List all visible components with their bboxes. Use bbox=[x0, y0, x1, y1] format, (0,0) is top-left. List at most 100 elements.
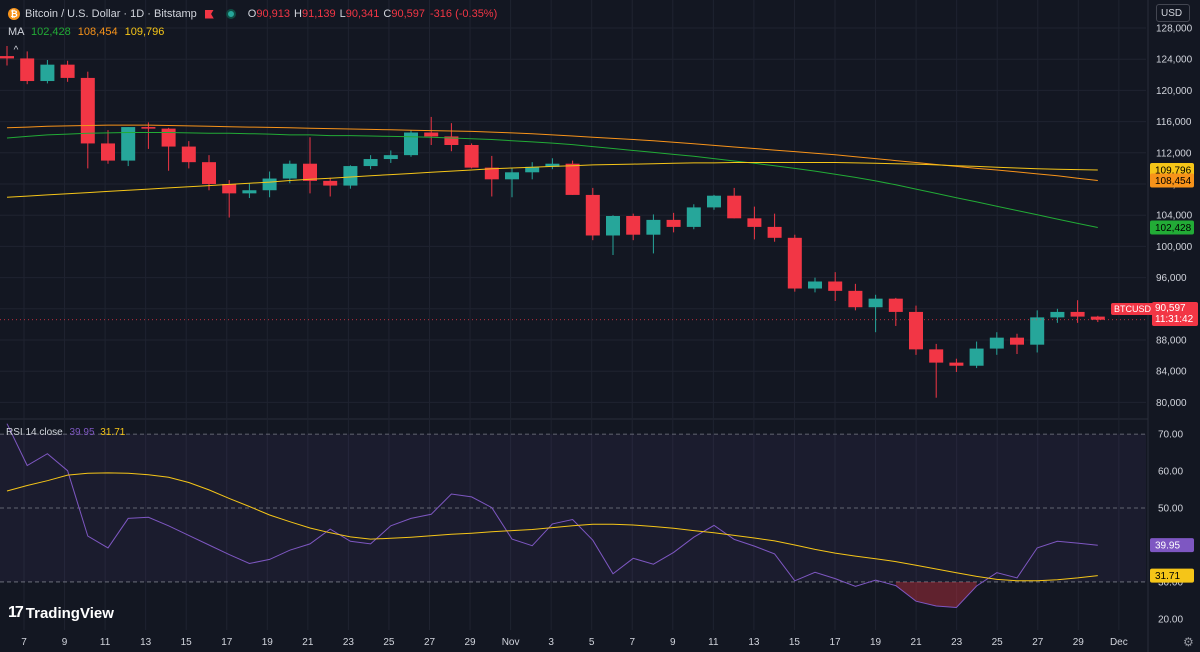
candle-body bbox=[828, 281, 843, 291]
candle bbox=[444, 123, 459, 152]
ma-value-1: 102,428 bbox=[30, 26, 71, 38]
price-tick-label: 112,000 bbox=[1156, 148, 1192, 159]
ma-legend[interactable]: MA 102,428 108,454 109,796 bbox=[8, 26, 164, 38]
candle-body bbox=[20, 58, 35, 82]
time-tick-label: 27 bbox=[1032, 637, 1044, 648]
open-value: 90,913 bbox=[256, 8, 290, 20]
candle-body bbox=[585, 194, 600, 236]
candle bbox=[989, 332, 1004, 355]
price-tick-label: 120,000 bbox=[1156, 86, 1193, 97]
high-value: 91,139 bbox=[301, 8, 336, 20]
last-price: 90,597 bbox=[1155, 303, 1186, 314]
candle-body bbox=[323, 180, 338, 186]
price-tick-label: 124,000 bbox=[1156, 55, 1193, 66]
candle-body bbox=[848, 290, 863, 308]
time-tick-label: 17 bbox=[829, 637, 841, 648]
rsi-value: 39.95 bbox=[69, 427, 95, 438]
candle-body bbox=[969, 348, 984, 366]
bar-countdown: 11:31:42 bbox=[1155, 314, 1194, 325]
candlestick-series[interactable] bbox=[0, 45, 1105, 398]
candle bbox=[929, 343, 944, 398]
candle-body bbox=[343, 166, 358, 186]
candle-body bbox=[484, 167, 499, 180]
symbol-header[interactable]: ₿ Bitcoin / U.S. Dollar · 1D · Bitstamp … bbox=[8, 6, 497, 22]
time-tick-label: 9 bbox=[62, 637, 68, 648]
time-tick-label: 29 bbox=[1073, 637, 1085, 648]
candle bbox=[767, 213, 782, 242]
time-axis[interactable]: 7 9 11 13 15 17 19 21 23 25 27 29 Nov 3 5 7 9 11 13 15 17 19 2… bbox=[21, 637, 1128, 648]
candle bbox=[404, 130, 418, 157]
price-tick-label: 100,000 bbox=[1156, 242, 1193, 253]
time-tick-label: 25 bbox=[992, 637, 1004, 648]
ma-line-green bbox=[6, 132, 1098, 228]
candle-body bbox=[929, 349, 944, 363]
candle-body bbox=[909, 311, 923, 350]
time-tick-label: 11 bbox=[708, 637, 719, 648]
rsi-legend[interactable]: RSI 14 close 39.95 31.71 bbox=[6, 427, 125, 438]
flag-icon[interactable] bbox=[204, 9, 214, 19]
rsi-tag: 39.95 bbox=[1155, 541, 1180, 552]
time-tick-label: 13 bbox=[140, 637, 152, 648]
price-tick-label: 116,000 bbox=[1156, 117, 1192, 128]
candle bbox=[808, 277, 822, 293]
candle bbox=[585, 187, 600, 241]
settings-gear-icon[interactable]: ⚙ bbox=[1183, 635, 1194, 649]
candle-body bbox=[101, 143, 115, 161]
open-label: O bbox=[247, 8, 257, 20]
ma-value-3: 109,796 bbox=[124, 26, 165, 38]
candle-body bbox=[808, 281, 822, 289]
candle-body bbox=[404, 132, 418, 156]
collapse-legend-icon[interactable]: ^ bbox=[13, 45, 19, 56]
candle-body bbox=[0, 56, 14, 59]
currency-selector[interactable]: USD bbox=[1156, 4, 1190, 22]
time-tick-label: 21 bbox=[302, 637, 314, 648]
ma-label: MA bbox=[8, 26, 24, 38]
candle bbox=[1030, 310, 1045, 353]
close-value: 90,597 bbox=[391, 8, 425, 20]
time-tick-label: 27 bbox=[424, 637, 436, 648]
time-tick-label: 15 bbox=[181, 637, 193, 648]
moving-average-lines bbox=[0, 124, 1146, 321]
symbol-price-tag: BTCUSD bbox=[1111, 303, 1155, 315]
candle-body bbox=[949, 362, 964, 366]
candle bbox=[888, 297, 903, 326]
tradingview-name: TradingView bbox=[25, 604, 114, 622]
candle-body bbox=[1010, 337, 1024, 345]
candle-body bbox=[686, 207, 701, 227]
price-tick-label: 84,000 bbox=[1156, 367, 1187, 378]
low-label: L bbox=[339, 8, 346, 20]
candle bbox=[1010, 333, 1024, 355]
candle-body bbox=[868, 298, 883, 308]
last-price-tag[interactable]: 90,597 11:31:42 bbox=[1152, 302, 1198, 326]
candle-body bbox=[505, 172, 519, 180]
rsi-band-lines bbox=[0, 433, 1146, 583]
candle-body bbox=[888, 298, 903, 312]
candle-body bbox=[60, 64, 75, 78]
candle bbox=[969, 341, 984, 369]
candle-body bbox=[1090, 316, 1105, 320]
candle bbox=[868, 294, 883, 333]
rsi-tick-label: 70.00 bbox=[1158, 430, 1183, 441]
candle bbox=[141, 122, 156, 149]
symbol-title[interactable]: Bitcoin / U.S. Dollar · 1D · Bitstamp bbox=[25, 8, 197, 20]
time-tick-label: 15 bbox=[789, 637, 801, 648]
candle-body bbox=[181, 146, 196, 163]
candle bbox=[727, 187, 742, 219]
price-axis[interactable]: 80,00084,00088,00092,00096,000100,000104… bbox=[1156, 24, 1193, 409]
time-tick-label: 7 bbox=[21, 637, 27, 648]
rsi-tick-label: 30.00 bbox=[1158, 577, 1183, 588]
market-status-icon[interactable] bbox=[225, 9, 236, 19]
high-label: H bbox=[294, 8, 302, 20]
candle bbox=[181, 141, 196, 169]
candle bbox=[242, 183, 257, 199]
candle bbox=[787, 234, 802, 292]
tradingview-logo[interactable]: 17 TradingView bbox=[8, 604, 114, 622]
candle-body bbox=[80, 77, 95, 144]
candle bbox=[828, 272, 843, 301]
candle bbox=[949, 358, 964, 372]
candle bbox=[202, 155, 216, 191]
candle-body bbox=[747, 218, 762, 227]
